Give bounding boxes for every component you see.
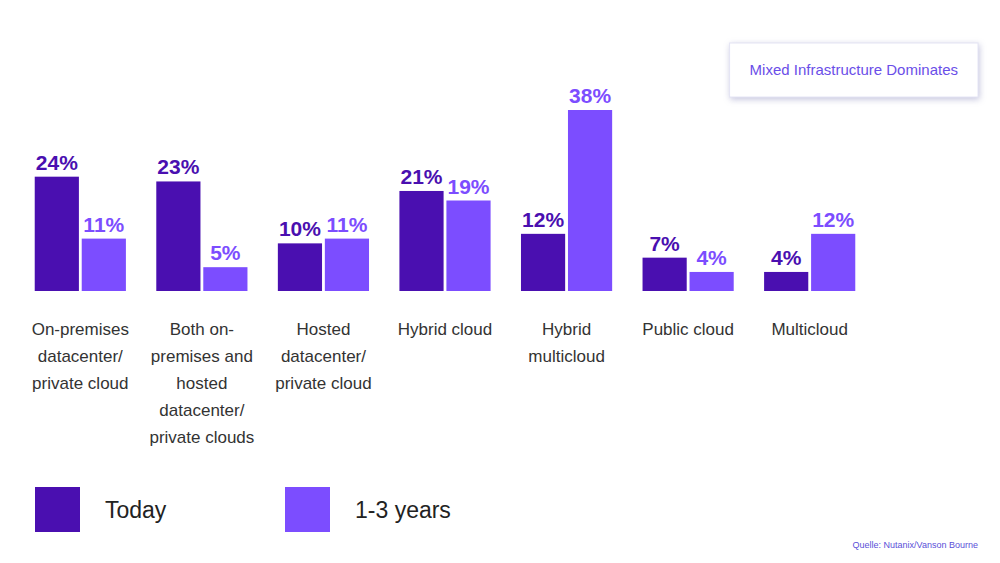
x-tick-label: Public cloud	[642, 320, 734, 339]
x-tick-label-line: Hosted	[296, 320, 350, 339]
x-tick-label-line: private cloud	[32, 374, 128, 393]
x-tick-label: Both on-premises and hosted datacenter/pri…	[149, 320, 254, 447]
legend-item: 1-3 years	[285, 487, 451, 532]
data-label: 21%	[400, 165, 442, 188]
title: Mixed Infrastructure Dominates	[750, 61, 958, 78]
bar	[446, 201, 490, 292]
bar	[811, 234, 855, 291]
bar	[568, 110, 612, 291]
legend: Today 1-3 years	[35, 487, 451, 532]
legend-label: Today	[105, 497, 167, 523]
bar	[643, 258, 687, 291]
x-tick: Hybrid multicloud	[528, 320, 605, 366]
x-tick-label: On-premises datacenter/private cloud	[32, 320, 129, 393]
data-label: 4%	[696, 246, 727, 269]
data-label: 38%	[569, 84, 611, 107]
x-tick: On-premises datacenter/private cloud	[32, 320, 129, 393]
x-tick-label: Hosted datacenter/private cloud	[275, 320, 371, 393]
x-tick-label: Multicloud	[771, 320, 848, 339]
title-box: Mixed Infrastructure Dominates	[730, 43, 978, 97]
data-label: 11%	[83, 213, 124, 236]
data-label: 10%	[279, 217, 321, 240]
bar	[399, 191, 443, 291]
bar	[35, 177, 79, 291]
bar	[325, 239, 369, 291]
x-axis: On-premises datacenter/private cloud Both …	[32, 320, 848, 447]
data-label: 19%	[447, 175, 489, 198]
series-bars	[35, 177, 809, 291]
data-label: 4%	[771, 246, 802, 269]
legend-swatch	[285, 487, 330, 532]
x-tick-label-line: datacenter/	[38, 347, 123, 366]
x-tick-label-line: multicloud	[528, 347, 605, 366]
series-bars	[82, 110, 856, 291]
x-tick: Hybrid cloud	[398, 320, 493, 339]
chart: 24% 23% 10% 21% 12% 7% 4% 11% 5% 11% 19% 38% 4% 12% On…	[0, 0, 1000, 563]
x-tick-label-line: private cloud	[275, 374, 371, 393]
x-tick-label-line: Hybrid cloud	[398, 320, 493, 339]
x-tick-label: Hybrid multicloud	[528, 320, 605, 366]
x-tick: Public cloud	[642, 320, 734, 339]
x-tick-label-line: private clouds	[149, 428, 254, 447]
data-labels: 24% 23% 10% 21% 12% 7% 4% 11% 5% 11% 19% 38% 4% 12%	[36, 84, 855, 269]
x-tick-label-line: Public cloud	[642, 320, 734, 339]
bar	[521, 234, 565, 291]
data-label: 11%	[326, 213, 367, 236]
data-label: 24%	[36, 151, 78, 174]
data-label: 12%	[522, 208, 564, 231]
x-tick-label: Hybrid cloud	[398, 320, 493, 339]
x-tick-label-line: datacenter/	[281, 347, 366, 366]
x-tick-label-line: premises and	[151, 347, 253, 366]
x-tick-label-line: datacenter/	[159, 401, 244, 420]
x-tick-label-line: Both on-	[170, 320, 234, 339]
bar	[278, 243, 322, 291]
x-tick: Multicloud	[771, 320, 848, 339]
bar	[203, 267, 247, 291]
data-label: 12%	[812, 208, 854, 231]
x-tick-label-line: Hybrid	[542, 320, 591, 339]
bar	[82, 239, 126, 291]
title-frame	[730, 43, 978, 97]
legend-item: Today	[35, 487, 167, 532]
x-tick: Hosted datacenter/private cloud	[275, 320, 371, 393]
data-label: 5%	[210, 241, 241, 264]
legend-swatch	[35, 487, 80, 532]
legend-label: 1-3 years	[355, 497, 451, 523]
bar	[156, 181, 200, 291]
x-tick: Both on-premises and hosted datacenter/pri…	[149, 320, 254, 447]
bar	[690, 272, 734, 291]
x-tick-label-line: hosted	[176, 374, 227, 393]
bar	[764, 272, 808, 291]
source: Quelle: Nutanix/Vanson Bourne	[853, 540, 978, 550]
x-tick-label-line: On-premises	[32, 320, 129, 339]
data-label: 23%	[157, 155, 199, 178]
data-label: 7%	[649, 232, 680, 255]
bars	[35, 110, 856, 291]
x-tick-label-line: Multicloud	[771, 320, 848, 339]
